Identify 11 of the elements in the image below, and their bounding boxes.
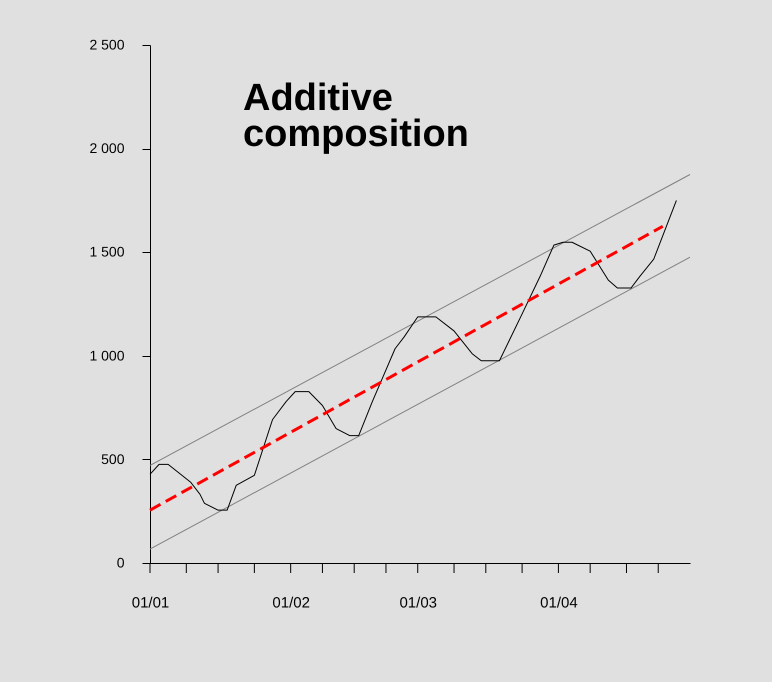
y-tick-label: 1 500 xyxy=(89,244,125,260)
y-tick-label: 2 000 xyxy=(89,140,125,156)
y-tick-label: 500 xyxy=(101,450,125,467)
x-tick-label: 01/01 xyxy=(132,594,170,612)
x-tick-label: 01/03 xyxy=(399,594,438,612)
y-tick-label: 2 500 xyxy=(89,36,125,52)
y-tick-label: 0 xyxy=(116,554,125,570)
y-tick-label: 1 000 xyxy=(89,347,125,364)
text: Additive composition xyxy=(243,77,469,155)
x-tick-label: 01/04 xyxy=(540,594,578,612)
x-tick-label: 01/02 xyxy=(272,594,310,612)
